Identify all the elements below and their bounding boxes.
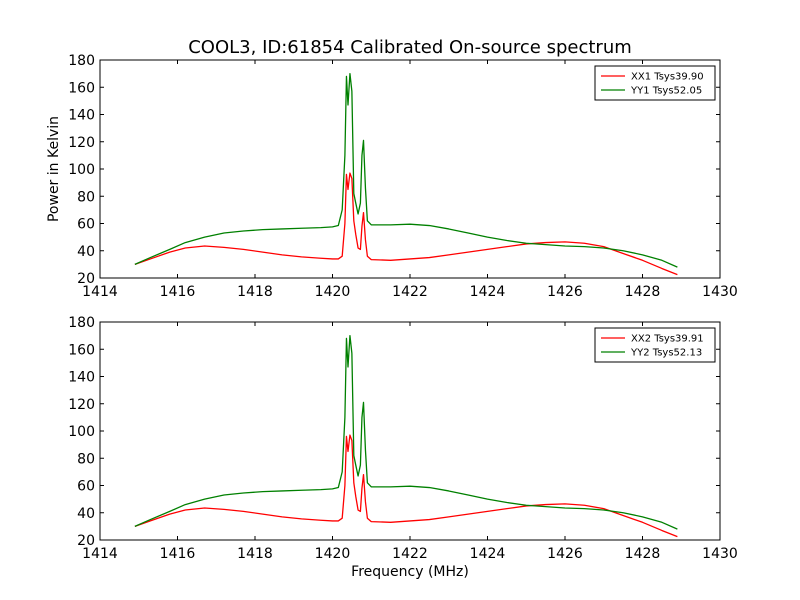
x-tick-label: 1428	[625, 284, 661, 300]
plot-panel-1: 1414 1416 1418 1420 1422 1424 1426 1428 1430 20 40…	[46, 53, 738, 300]
y-tick-label: 80	[77, 189, 95, 205]
x-tick-label: 1430	[702, 546, 738, 562]
y-tick-label: 60	[77, 479, 95, 495]
legend-box	[594, 65, 716, 101]
y-tick-label: 100	[68, 162, 95, 178]
x-tick-label: 1422	[392, 546, 428, 562]
y-tick-label: 40	[77, 506, 95, 522]
legend-box	[594, 327, 716, 363]
series-line-1-1	[134, 172, 678, 276]
y-tick-label: 140	[68, 108, 95, 124]
legend-label: XX1 Tsys39.90	[631, 72, 704, 83]
y-tick-label: 180	[68, 315, 95, 331]
x-tick-label: 1426	[547, 284, 583, 300]
legend: XX1 Tsys39.90 YY1 Tsys52.05	[594, 65, 716, 101]
y-tick-label: 160	[68, 80, 95, 96]
legend-label: XX2 Tsys39.91	[631, 334, 704, 345]
y-tick-label: 100	[68, 424, 95, 440]
y-tick-label: 140	[68, 370, 95, 386]
series-line-2-2	[134, 334, 678, 530]
y-tick-label: 20	[77, 533, 95, 549]
legend-label: YY1 Tsys52.05	[630, 86, 702, 97]
y-tick-label: 160	[68, 342, 95, 358]
y-axis-label: Power in Kelvin	[46, 116, 62, 222]
y-tick-label: 60	[77, 217, 95, 233]
series-line-1-2	[134, 72, 678, 268]
series-line-2-1	[134, 434, 678, 538]
x-tick-label: 1426	[547, 546, 583, 562]
x-tick-label: 1430	[702, 284, 738, 300]
legend-label: YY2 Tsys52.13	[630, 348, 702, 359]
y-tick-label: 80	[77, 451, 95, 467]
x-tick-label: 1424	[470, 284, 506, 300]
plot-panel-2: 1414 1416 1418 1420 1422 1424 1426 1428 1430 20 40…	[68, 315, 738, 580]
x-axis-label: Frequency (MHz)	[351, 564, 469, 580]
x-tick-label: 1424	[470, 546, 506, 562]
x-tick-label: 1420	[315, 284, 351, 300]
y-tick-label: 180	[68, 53, 95, 69]
x-tick-label: 1428	[625, 546, 661, 562]
plot-panels: 1414 1416 1418 1420 1422 1424 1426 1428 1430 20 40…	[46, 53, 738, 580]
y-tick-label: 120	[68, 135, 95, 151]
x-tick-label: 1418	[237, 546, 273, 562]
x-tick-label: 1420	[315, 546, 351, 562]
x-tick-label: 1416	[160, 546, 196, 562]
y-tick-label: 40	[77, 244, 95, 260]
y-tick-label: 120	[68, 397, 95, 413]
x-tick-label: 1418	[237, 284, 273, 300]
legend: XX2 Tsys39.91 YY2 Tsys52.13	[594, 327, 716, 363]
x-tick-label: 1414	[82, 284, 118, 300]
x-tick-label: 1422	[392, 284, 428, 300]
chart-title: COOL3, ID:61854 Calibrated On-source spe…	[188, 37, 632, 58]
x-tick-label: 1416	[160, 284, 196, 300]
y-tick-label: 20	[77, 271, 95, 287]
x-tick-label: 1414	[82, 546, 118, 562]
